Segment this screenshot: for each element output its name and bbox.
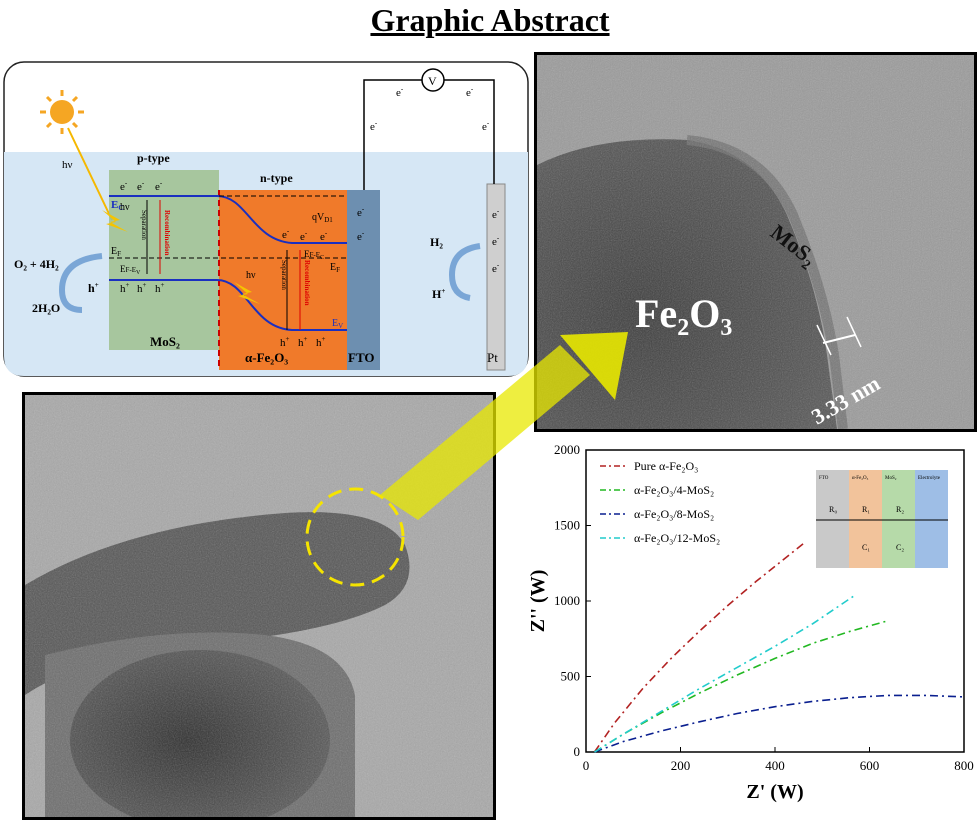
recombination-label: Recombination [303, 260, 311, 306]
electron-label: e- [396, 85, 404, 99]
ec-label: EC [111, 199, 123, 212]
inset-element-label: C₂ [896, 543, 904, 552]
inset-layer-label: FTO [819, 476, 829, 481]
svg-text:e-: e- [492, 234, 500, 248]
inset-layer [816, 470, 849, 568]
pt-electrode [486, 183, 506, 371]
fe2o3-label: Fe2O3 [635, 291, 732, 341]
band-diagram: hν p-type MoS₂ n-type α-Fe₂O₃ FTO Pt V e… [3, 61, 529, 377]
svg-text:e-: e- [120, 179, 128, 193]
tem-image [22, 392, 496, 820]
ef-ec-label: EF-EC [304, 249, 324, 261]
legend-label: α-Fe₂O₃/8-MoS₂ [634, 507, 714, 521]
y-tick-label: 1000 [554, 593, 580, 608]
series-line [593, 542, 804, 753]
h2o-label: 2H₂O [32, 301, 60, 315]
x-tick-label: 0 [583, 758, 590, 773]
y-tick-label: 500 [561, 669, 581, 684]
carriers: e- e- e- e- e- e- e- e- e- e- e- h+ h+ h… [120, 179, 500, 349]
ptype-label: p-type [137, 151, 170, 165]
svg-text:h+: h+ [298, 335, 308, 349]
svg-text:h+: h+ [316, 335, 326, 349]
electron-label: e- [482, 119, 490, 133]
svg-text:h+: h+ [137, 281, 147, 295]
svg-text:e-: e- [282, 227, 290, 241]
inset-element-label: R₁ [862, 505, 870, 514]
reaction-arrow [58, 253, 103, 313]
y-tick-label: 2000 [554, 442, 580, 457]
h2-label: H₂ [430, 235, 443, 249]
svg-text:e-: e- [357, 205, 365, 219]
svg-text:h+: h+ [120, 281, 130, 295]
eis-nyquist-chart: 0 200 400 600 800 0 500 1000 1500 2000 Z' (W) Z'' (… [527, 442, 974, 803]
fe2o3-block [219, 190, 347, 370]
zoom-beam [380, 332, 628, 520]
highlight-circle [305, 487, 405, 587]
inset-layer-label: α-Fe₂O₃ [852, 476, 869, 481]
mos2-label: MoS₂ [150, 334, 180, 349]
y-axis-label: Z'' (W) [527, 570, 549, 633]
x-axis-label: Z' (W) [746, 781, 803, 803]
svg-text:e-: e- [300, 229, 308, 243]
ef-label: EF [111, 246, 121, 258]
inset-layer [849, 470, 882, 568]
separation-label: Separation [280, 260, 288, 290]
svg-text:e-: e- [492, 261, 500, 275]
legend-label: Pure α-Fe₂O₃ [634, 459, 698, 473]
voltmeter-label: V [428, 74, 437, 88]
ef-ev-label: EF-EV [120, 264, 141, 276]
inset-element-label: R₀ [829, 505, 837, 514]
ntype-label: n-type [260, 171, 293, 185]
inset-element-label: R₂ [896, 505, 904, 514]
fto-block [347, 190, 380, 370]
inset-element-label: C₁ [862, 543, 870, 552]
fe2o3-label: α-Fe₂O₃ [245, 350, 288, 365]
electron-label: e- [466, 85, 474, 99]
hv-label: hν [120, 202, 130, 213]
svg-text:e-: e- [155, 179, 163, 193]
legend-label: α-Fe₂O₃/4-MoS₂ [634, 483, 714, 497]
lightning-icon [102, 210, 128, 232]
svg-text:h+: h+ [155, 281, 165, 295]
light-ray [67, 127, 113, 221]
x-tick-label: 800 [954, 758, 974, 773]
svg-text:e-: e- [492, 207, 500, 221]
inset-layer-label: MoS₂ [885, 476, 897, 481]
fto-label: FTO [348, 350, 375, 365]
x-tick-label: 200 [671, 758, 691, 773]
hv-label: hν [62, 159, 73, 171]
svg-text:e-: e- [357, 229, 365, 243]
svg-text:e-: e- [137, 179, 145, 193]
legend-label: α-Fe₂O₃/12-MoS₂ [634, 531, 720, 545]
recombination-label: Recombination [163, 210, 171, 256]
conduction-band [109, 195, 347, 244]
x-tick-label: 400 [765, 758, 785, 773]
sun-icon [40, 90, 84, 134]
series-line [594, 594, 856, 753]
voltmeter-icon [421, 68, 445, 92]
svg-text:h+: h+ [280, 335, 290, 349]
inset-layer [915, 470, 948, 568]
page-title: Graphic Abstract [370, 2, 610, 38]
o2-label: O₂ + 4H₂ [14, 257, 59, 271]
reaction-arrow [448, 243, 481, 301]
hole-label: h+ [88, 281, 99, 295]
x-tick-label: 600 [860, 758, 880, 773]
mos2-block [109, 170, 219, 350]
ef2-label: EF [330, 262, 340, 274]
electron-label: e- [370, 119, 378, 133]
zoom-arrowhead [560, 332, 628, 400]
series-line [594, 694, 965, 753]
separation-label: Separation [140, 210, 148, 240]
y-tick-label: 0 [574, 744, 581, 759]
hv-label: hν [246, 270, 256, 281]
svg-text:e-: e- [320, 229, 328, 243]
lightning-icon [234, 282, 260, 304]
qvd-label: qVD1 [312, 212, 333, 224]
ev-label: EV [332, 318, 343, 330]
inset-layer [882, 470, 915, 568]
y-tick-label: 1500 [554, 518, 580, 533]
pt-label: Pt [487, 350, 498, 365]
inset-layer-label: Electrolyte [918, 476, 941, 481]
